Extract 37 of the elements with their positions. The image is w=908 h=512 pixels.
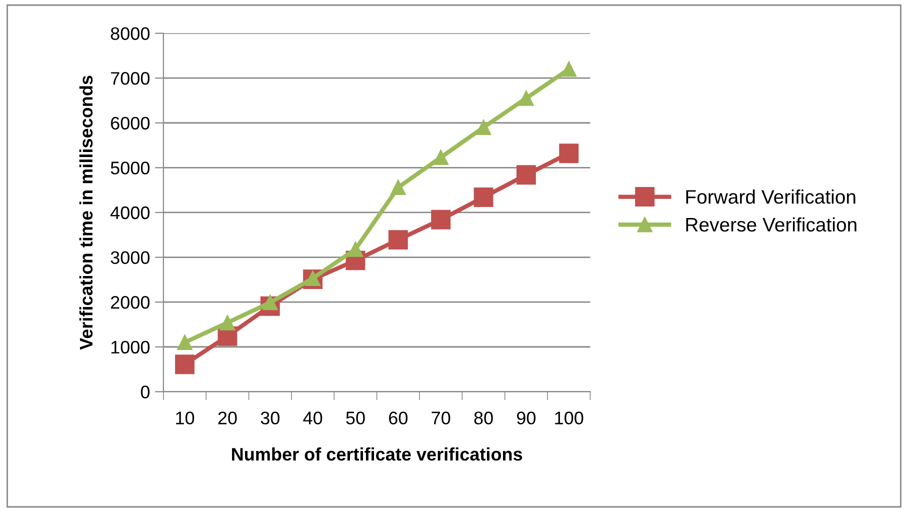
legend-label: Forward Verification: [686, 189, 856, 204]
point: [388, 230, 408, 250]
y-axis-title: Verification time in milliseconds: [79, 76, 93, 350]
y-tick-label: 2000: [110, 296, 150, 309]
point: [390, 180, 406, 196]
y-tick-label: 5000: [110, 162, 150, 174]
x-tick-label: 10: [176, 412, 194, 424]
point: [476, 120, 492, 135]
point: [516, 165, 536, 185]
point: [559, 144, 579, 164]
point: [431, 210, 451, 230]
y-tick-label: 7000: [111, 72, 150, 85]
x-tick-label: 40: [303, 412, 322, 424]
x-axis-title: Number of certificate verifications: [232, 447, 522, 461]
x-tick-label: 20: [218, 412, 237, 424]
y-tick-label: 1000: [111, 340, 150, 354]
y-tick-label: 3000: [110, 251, 150, 264]
point: [561, 61, 576, 77]
point: [175, 354, 194, 374]
y-tick-label: 8000: [110, 27, 150, 40]
point: [474, 188, 494, 207]
x-tick-label: 50: [346, 412, 365, 424]
x-tick-label: 100: [555, 412, 584, 424]
point: [177, 334, 192, 350]
point: [348, 242, 364, 257]
y-tick-label: 6000: [111, 116, 150, 130]
x-tick-label: 70: [432, 412, 450, 424]
point: [220, 315, 236, 330]
legend-label: Reverse Verification: [686, 217, 856, 232]
y-tick-label: 4000: [110, 206, 150, 220]
y-tick-label: 0: [140, 386, 150, 398]
x-tick-label: 60: [389, 412, 408, 424]
point: [433, 150, 448, 166]
x-tick-label: 80: [474, 412, 493, 424]
point: [518, 90, 534, 106]
x-tick-label: 90: [516, 412, 536, 424]
x-tick-label: 30: [260, 412, 280, 424]
